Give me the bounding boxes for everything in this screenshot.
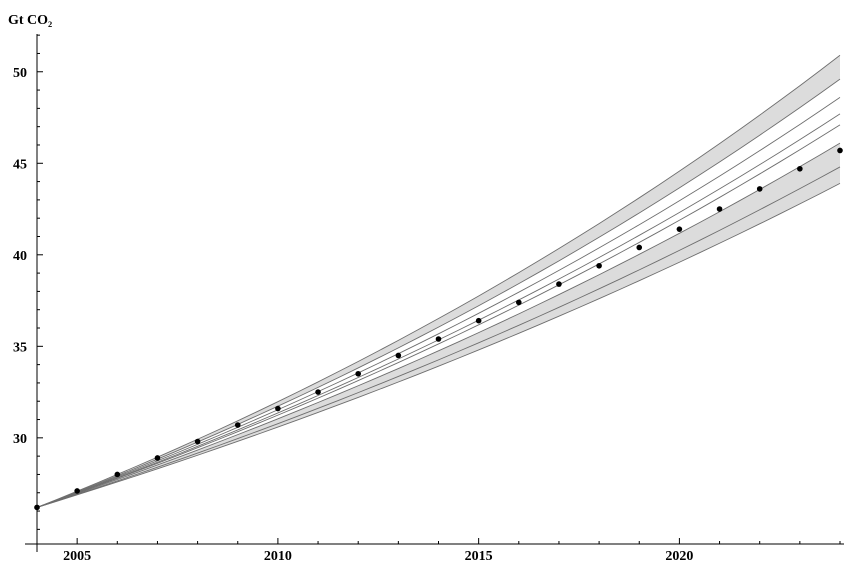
x-tick-label: 2020 — [665, 549, 693, 562]
data-point — [837, 147, 843, 154]
data-point — [475, 317, 482, 324]
x-tick-label: 2005 — [63, 549, 91, 562]
projection-bands — [37, 55, 840, 508]
y-tick-label: 45 — [13, 157, 27, 172]
data-point — [34, 504, 40, 511]
data-point — [636, 244, 643, 251]
data-point — [716, 206, 723, 212]
projection-line — [36, 54, 841, 508]
data-point — [756, 186, 763, 192]
projection-line — [36, 124, 841, 508]
data-point — [676, 226, 683, 232]
y-axis-label: Gt CO₂ — [8, 13, 52, 28]
data-point — [797, 165, 803, 172]
x-tick-label: 2015 — [465, 549, 493, 562]
data-point — [74, 488, 80, 494]
y-tick-label: 30 — [13, 432, 27, 447]
projection-line — [36, 97, 841, 508]
y-tick-label: 35 — [13, 340, 27, 355]
y-tick-label: 50 — [13, 66, 27, 81]
projection-line — [36, 142, 841, 508]
data-point — [596, 262, 602, 269]
data-point — [395, 352, 402, 359]
projection-line — [36, 166, 841, 508]
data-point — [194, 438, 201, 445]
data-point — [114, 471, 121, 478]
projection-band — [37, 55, 840, 508]
data-point — [234, 422, 241, 428]
data-points — [34, 147, 843, 511]
data-point — [154, 455, 161, 461]
projection-line — [36, 183, 841, 508]
data-point — [556, 281, 562, 287]
x-tick-label: 2010 — [264, 549, 292, 562]
projection-lines — [36, 54, 841, 508]
data-point — [516, 299, 522, 306]
data-point — [315, 389, 321, 395]
data-point — [275, 405, 281, 412]
ticks: 2005 2010 2015 2020 30 35 40 45 50 — [13, 34, 841, 562]
data-point — [355, 370, 362, 377]
data-point — [435, 336, 442, 342]
projection-line — [36, 78, 841, 508]
y-tick-label: 40 — [13, 249, 27, 264]
axes — [25, 34, 844, 552]
